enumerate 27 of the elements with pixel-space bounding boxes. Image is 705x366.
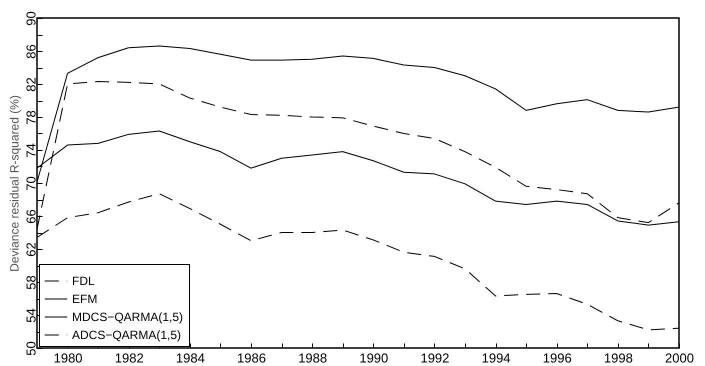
x-tick-label: 1994 — [482, 350, 511, 366]
legend-label: FDL — [72, 274, 95, 288]
legend-label: MDCS−QARMA(1,5) — [72, 310, 184, 324]
x-tick-label: 1996 — [542, 350, 572, 366]
legend-label: ADCS−QARMA(1,5) — [72, 328, 182, 342]
x-tick-label: 1998 — [604, 350, 633, 366]
x-tick-label: 1986 — [237, 350, 266, 366]
y-tick-label: 78 — [24, 110, 38, 125]
y-tick-label: 86 — [24, 44, 38, 59]
x-tick-label: 1990 — [359, 350, 388, 366]
x-tick-label: 1980 — [54, 350, 83, 366]
y-tick-label: 90 — [24, 11, 38, 26]
y-axis-title: Deviance residual R-squared (%) — [8, 95, 22, 272]
y-tick-label: 54 — [24, 308, 38, 323]
x-tick-label: 2000 — [665, 350, 694, 366]
y-tick-label: 66 — [24, 209, 38, 224]
y-tick-label: 74 — [24, 143, 38, 158]
x-tick-label: 1988 — [298, 350, 328, 366]
y-tick-label: 62 — [24, 242, 38, 257]
x-tick-label: 1984 — [176, 350, 205, 366]
y-tick-label: 58 — [24, 275, 38, 290]
x-tick-label: 1982 — [114, 350, 144, 366]
y-tick-label: 70 — [24, 176, 38, 191]
x-tick-label: 1992 — [420, 350, 450, 366]
y-tick-label: 50 — [24, 341, 38, 356]
y-tick-label: 82 — [24, 77, 38, 92]
legend-label: EFM — [72, 292, 98, 306]
